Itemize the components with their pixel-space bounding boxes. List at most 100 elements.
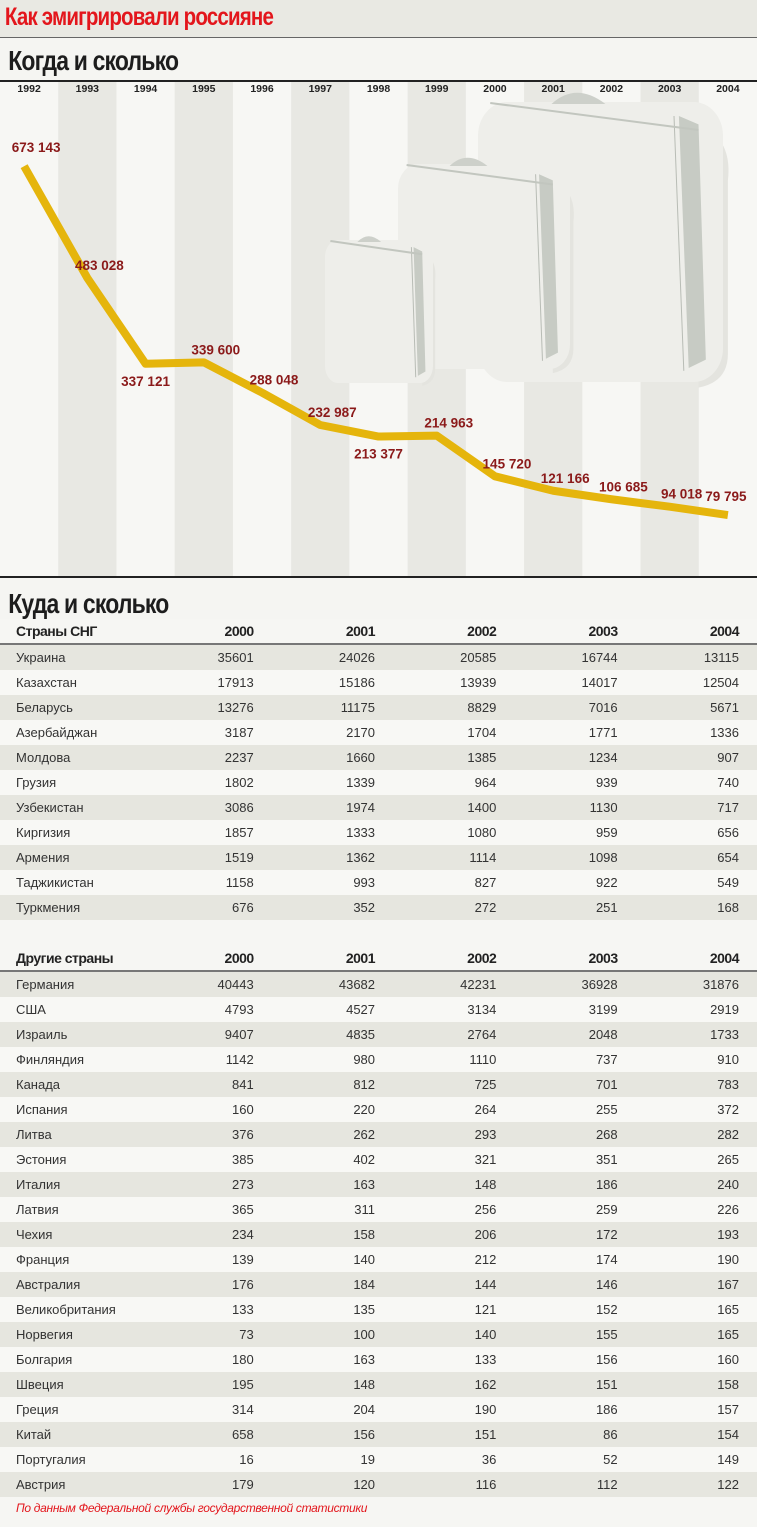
country-name: Киргизия [16, 825, 71, 840]
data-label: 79 795 [705, 489, 747, 504]
year-column-stripe [174, 82, 233, 576]
emigrant-count: 172 [595, 1227, 618, 1242]
column-header-year: 2001 [345, 950, 376, 966]
emigrant-count: 156 [595, 1352, 618, 1367]
other-table-header: Другие страны 2000 2001 2002 2003 2004 [0, 946, 757, 971]
emigrant-count: 190 [474, 1402, 497, 1417]
emigrant-count: 140 [474, 1327, 497, 1342]
emigrant-count: 385 [232, 1152, 254, 1167]
table-row: Туркмения 676 352 272 251 168 [0, 895, 757, 920]
emigrant-count: 1080 [467, 825, 497, 840]
emigrant-count: 1802 [224, 775, 254, 790]
title-bar: Как эмигрировали россияне [0, 0, 757, 38]
emigrant-count: 2764 [467, 1027, 497, 1042]
emigrant-count: 9407 [224, 1027, 254, 1042]
emigrant-count: 42231 [460, 977, 497, 992]
emigrant-count: 1142 [225, 1052, 254, 1067]
emigrant-count: 15186 [338, 675, 376, 690]
table-row: Австралия 176 184 144 146 167 [0, 1272, 757, 1297]
x-tick-label: 2004 [716, 83, 740, 95]
country-name: Норвегия [16, 1327, 73, 1342]
emigrant-count: 234 [232, 1227, 254, 1242]
emigrant-count: 100 [353, 1327, 376, 1342]
column-header-country: Другие страны [16, 950, 114, 966]
emigrant-count: 737 [595, 1052, 618, 1067]
emigrant-count: 1339 [346, 775, 376, 790]
emigrant-count: 265 [717, 1152, 739, 1167]
country-name: Германия [16, 977, 75, 992]
emigrant-count: 783 [717, 1077, 739, 1092]
emigrant-count: 160 [717, 1352, 739, 1367]
country-name: США [16, 1002, 46, 1017]
suitcase-icon [325, 236, 436, 386]
year-column-stripe [58, 82, 117, 576]
emigrant-count: 133 [232, 1302, 254, 1317]
emigrant-count: 372 [717, 1102, 739, 1117]
emigrant-count: 3086 [224, 800, 254, 815]
emigrant-count: 311 [354, 1202, 376, 1217]
column-header-year: 2000 [224, 950, 255, 966]
country-name: Греция [16, 1402, 59, 1417]
emigrant-count: 36 [481, 1452, 497, 1467]
table-row: Эстония 385 402 321 351 265 [0, 1147, 757, 1172]
emigrant-count: 3187 [224, 725, 254, 740]
data-label: 145 720 [483, 456, 532, 471]
table-row: Австрия 179 120 116 112 122 [0, 1472, 757, 1497]
emigrant-count: 656 [717, 825, 739, 840]
emigrant-count: 122 [717, 1477, 739, 1492]
emigrant-count: 154 [717, 1427, 739, 1442]
table-row: Азербайджан 3187 2170 1704 1771 1336 [0, 720, 757, 745]
country-name: Австралия [16, 1277, 81, 1292]
data-label: 94 018 [661, 487, 703, 502]
table-row: США 4793 4527 3134 3199 2919 [0, 997, 757, 1022]
emigrant-count: 2170 [346, 725, 376, 740]
x-tick-label: 1994 [134, 83, 158, 95]
x-tick-label: 1995 [192, 83, 216, 95]
emigrant-count: 4527 [346, 1002, 376, 1017]
emigrant-count: 2237 [224, 750, 254, 765]
data-label: 232 987 [308, 405, 357, 420]
emigrant-count: 272 [474, 900, 497, 915]
table-row: Киргизия 1857 1333 1080 959 656 [0, 820, 757, 845]
emigrant-count: 133 [474, 1352, 497, 1367]
emigrant-count: 1333 [346, 825, 376, 840]
country-name: Туркмения [16, 900, 81, 915]
table-spacer [0, 920, 757, 946]
emigrant-count: 910 [717, 1052, 739, 1067]
data-label: 337 121 [121, 374, 170, 389]
emigrant-count: 658 [232, 1427, 254, 1442]
table-row: Норвегия 73 100 140 155 165 [0, 1322, 757, 1347]
emigrant-count: 174 [595, 1252, 618, 1267]
emigrant-count: 264 [474, 1102, 497, 1117]
emigrant-count: 162 [474, 1377, 497, 1392]
emigrant-count: 725 [474, 1077, 497, 1092]
emigrant-count: 3199 [588, 1002, 618, 1017]
emigrant-count: 140 [353, 1252, 376, 1267]
x-tick-label: 2001 [542, 83, 566, 95]
x-tick-label: 1996 [250, 83, 274, 95]
emigrant-count: 176 [232, 1277, 254, 1292]
x-tick-label: 1993 [76, 83, 100, 95]
country-name: Испания [16, 1102, 68, 1117]
emigrant-count: 993 [353, 875, 376, 890]
emigrant-count: 841 [232, 1077, 254, 1092]
section-title-where: Куда и сколько [8, 588, 169, 619]
x-tick-label: 2003 [658, 83, 682, 95]
emigrant-count: 120 [353, 1477, 376, 1492]
country-name: Португалия [16, 1452, 86, 1467]
emigrant-count: 165 [717, 1302, 739, 1317]
emigrant-count: 43682 [338, 977, 376, 992]
table-row: Таджикистан 1158 993 827 922 549 [0, 870, 757, 895]
emigrant-count: 964 [474, 775, 497, 790]
table-row: Китай 658 156 151 86 154 [0, 1422, 757, 1447]
emigrant-count: 1110 [469, 1052, 497, 1067]
country-name: Азербайджан [16, 725, 98, 740]
emigrant-count: 186 [595, 1177, 618, 1192]
emigrant-count: 220 [353, 1102, 376, 1117]
country-name: Армения [16, 850, 70, 865]
table-row: Франция 139 140 212 174 190 [0, 1247, 757, 1272]
data-label: 673 143 [12, 140, 61, 155]
country-name: Молдова [16, 750, 71, 765]
suitcases-illustration [325, 92, 729, 388]
emigrant-count: 13276 [217, 700, 254, 715]
